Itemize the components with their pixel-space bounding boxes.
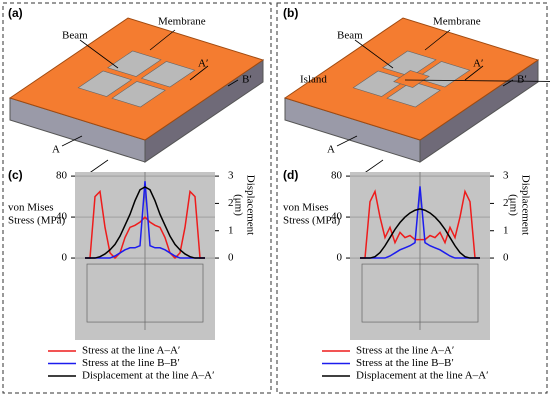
y2-axis-label: (μm) — [507, 194, 519, 216]
membrane — [77, 70, 133, 97]
membrane — [415, 61, 471, 88]
legend-label: Stress at the line B–B′ — [82, 357, 180, 369]
y2-tick-label: 2 — [503, 197, 509, 209]
membrane — [111, 81, 166, 108]
pointer — [336, 135, 358, 147]
series-line — [360, 208, 480, 259]
legend-label: Stress at the line A–A′ — [356, 345, 454, 357]
legend-label: Stress at the line B–B′ — [356, 357, 454, 369]
pointer — [464, 65, 484, 81]
y-axis-label: Stress (MPa) — [8, 215, 65, 227]
pointer — [354, 39, 394, 69]
b-prime-label: B′ — [517, 74, 527, 86]
y2-axis-label: (μm) — [232, 194, 244, 216]
pointer — [227, 79, 239, 87]
pointer — [404, 79, 550, 82]
series-line — [85, 186, 205, 259]
legend-label: Displacement at the line A–A′ — [356, 370, 489, 382]
membrane — [386, 81, 441, 108]
y2-axis-label: Displacement — [244, 175, 256, 235]
pointer — [79, 39, 119, 69]
legend-label: Stress at the line A–A′ — [82, 345, 180, 357]
panel-frame — [2, 2, 272, 394]
beam-label: Beam — [337, 30, 363, 42]
a-label: A — [327, 144, 335, 156]
a-prime-label: A′ — [473, 58, 483, 70]
series-line — [85, 181, 205, 259]
y-axis-label: Stress (MPa) — [283, 215, 340, 227]
series-line — [85, 189, 205, 260]
legend-label: Displacement at the line A–A′ — [82, 370, 215, 382]
panel-label: (d) — [283, 168, 298, 182]
island-label: Island — [300, 74, 327, 86]
series-line — [360, 186, 480, 259]
y-tick-label: 0 — [337, 252, 343, 264]
y2-tick-label: 2 — [228, 197, 234, 209]
membrane — [107, 50, 162, 77]
y-tick-label: 80 — [331, 170, 343, 182]
y-tick-label: 0 — [62, 252, 68, 264]
y-tick-label: 40 — [331, 211, 343, 223]
pointer — [61, 135, 83, 147]
panel-label: (c) — [8, 168, 23, 182]
pointer — [87, 159, 109, 175]
y2-tick-label: 1 — [503, 224, 509, 236]
diagrams — [8, 17, 550, 175]
membrane-label: Membrane — [158, 16, 206, 28]
y-axis-label: von Mises — [283, 202, 329, 214]
y2-tick-label: 0 — [228, 252, 234, 264]
pointer — [362, 159, 384, 175]
a-prime-label: A′ — [198, 58, 208, 70]
membrane-label: Membrane — [433, 16, 481, 28]
y2-tick-label: 1 — [228, 224, 234, 236]
b-prime-label: B′ — [242, 74, 252, 86]
panel-label: (b) — [283, 6, 298, 20]
island — [393, 70, 430, 88]
y2-tick-label: 3 — [228, 170, 234, 182]
y2-tick-label: 0 — [503, 252, 509, 264]
panel-frame — [276, 2, 548, 394]
series-line — [360, 189, 480, 259]
pointer — [424, 29, 451, 51]
y2-axis-label: Displacement — [519, 175, 531, 235]
panel-label: (a) — [8, 6, 23, 20]
y-tick-label: 40 — [56, 211, 68, 223]
pointer — [189, 65, 209, 81]
slab-top — [8, 17, 265, 141]
beam-label: Beam — [62, 30, 88, 42]
pointer — [149, 29, 176, 51]
a-label: A — [52, 144, 60, 156]
membrane — [382, 50, 437, 77]
y-tick-label: 80 — [56, 170, 68, 182]
y2-tick-label: 3 — [503, 170, 509, 182]
y-axis-label: von Mises — [8, 202, 54, 214]
membrane — [140, 61, 196, 88]
